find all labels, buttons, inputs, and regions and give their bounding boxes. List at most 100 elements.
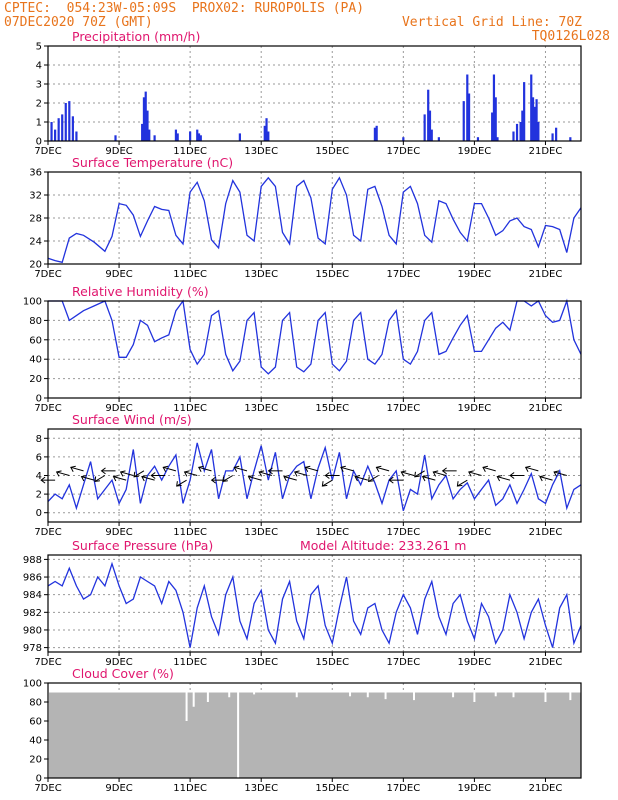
wind-vector (305, 466, 319, 472)
wind-vector-head (496, 475, 503, 482)
x-tick-label: 9DEC (105, 146, 132, 157)
wind-vector (283, 476, 297, 481)
y-tick-label: 20 (29, 260, 42, 271)
precip-bar (114, 135, 117, 141)
x-tick-label: 7DEC (34, 527, 61, 538)
panel-title: Surface Pressure (hPa) (72, 538, 213, 553)
precip-bar (50, 122, 53, 141)
wind-vector-head (468, 470, 474, 477)
wind-vector (70, 466, 84, 472)
precip-bar (373, 127, 377, 141)
precip-bar (535, 99, 538, 141)
x-tick-label: 15DEC (315, 146, 349, 157)
y-tick-label: 100 (23, 679, 42, 690)
x-tick-label: 21DEC (529, 657, 563, 668)
wind-vector-head (388, 476, 394, 484)
header-grid-line: Vertical Grid Line: 70Z (401, 15, 582, 30)
precip-bar (189, 131, 192, 141)
x-tick-label: 15DEC (315, 403, 349, 414)
precip-bar (462, 101, 465, 141)
y-tick-label: 0 (36, 137, 42, 148)
wind-vector (234, 466, 248, 472)
precip-bar (142, 97, 146, 141)
wind-vector-head (304, 465, 311, 472)
wind-vector-head (162, 465, 169, 472)
wind-vector-head (247, 475, 254, 482)
x-tick-label: 21DEC (529, 146, 563, 157)
wind-vector (482, 466, 496, 472)
wind-vector-head (210, 476, 216, 484)
precip-bar (569, 137, 572, 141)
cloud-cover-gap (295, 691, 298, 698)
panel-frame (47, 300, 582, 399)
wind-vector (163, 466, 177, 472)
wind-vector-head (100, 467, 106, 475)
wind-vector (198, 466, 212, 472)
wind-vector-head (94, 476, 100, 483)
wind-vector (497, 476, 511, 481)
wind-vector-head (375, 465, 382, 472)
cloud-cover-gap (206, 691, 209, 702)
y-tick-label: 980 (23, 625, 42, 636)
cloud-cover-gap (473, 691, 476, 702)
x-tick-label: 19DEC (458, 269, 492, 280)
wind-vector-head (293, 470, 300, 477)
y-tick-label: 2 (36, 490, 42, 501)
y-tick-label: 0 (36, 508, 42, 519)
x-tick-label: 17DEC (386, 269, 420, 280)
wind-vector (525, 466, 539, 472)
panel-frame (47, 428, 582, 523)
wind-vector-head (40, 476, 46, 484)
wind-vector (141, 476, 155, 481)
cloud-cover-area (49, 692, 581, 778)
cloud-cover-gap (544, 691, 547, 702)
y-tick-label: 40 (29, 355, 42, 366)
wind-vector (176, 479, 187, 487)
precip-bar (537, 122, 540, 141)
wind-vector-head (456, 481, 463, 487)
x-tick-label: 19DEC (458, 403, 492, 414)
precip-bar (521, 110, 524, 141)
cloud-cover-gap (384, 691, 387, 700)
wind-vector (468, 471, 482, 476)
x-tick-label: 17DEC (386, 403, 420, 414)
wind-vector (259, 471, 272, 476)
wind-vector-head (258, 470, 265, 477)
precip-bar (144, 91, 147, 141)
y-tick-label: 36 (29, 168, 42, 179)
cloud-cover-gap (349, 691, 352, 697)
x-tick-label: 13DEC (244, 403, 278, 414)
cloud-cover-gap (569, 691, 572, 701)
precip-bar (64, 103, 67, 141)
wind-vector (120, 471, 134, 476)
precip-bar (263, 125, 266, 141)
precip-bar (496, 137, 499, 141)
precip-bar (71, 116, 74, 141)
cloud-cover-gap (192, 691, 195, 707)
precip-bar (199, 135, 202, 141)
x-tick-label: 7DEC (34, 146, 61, 157)
wind-vector (184, 471, 198, 476)
precip-bar (375, 125, 378, 141)
wind-vector-head (524, 465, 531, 472)
wind-vector-head (222, 476, 228, 483)
x-tick-label: 19DEC (458, 657, 492, 668)
y-tick-label: 984 (23, 590, 42, 601)
x-tick-label: 21DEC (529, 269, 563, 280)
wind-vector (553, 471, 567, 476)
precip-bar (519, 122, 522, 141)
panel-title: Relative Humidity (%) (72, 284, 209, 299)
panel-title: Surface Wind (m/s) (72, 412, 192, 427)
panel-frame (47, 171, 582, 265)
precip-bar (238, 133, 241, 141)
x-tick-label: 13DEC (244, 783, 278, 794)
wind-vector (376, 466, 390, 472)
precip-bar (467, 93, 471, 141)
precip-bar (531, 97, 535, 141)
precip-bar (265, 118, 268, 141)
y-tick-label: 20 (29, 755, 42, 766)
wind-vector (433, 471, 447, 476)
precip-bar (141, 123, 144, 141)
wind-vector (539, 476, 553, 481)
